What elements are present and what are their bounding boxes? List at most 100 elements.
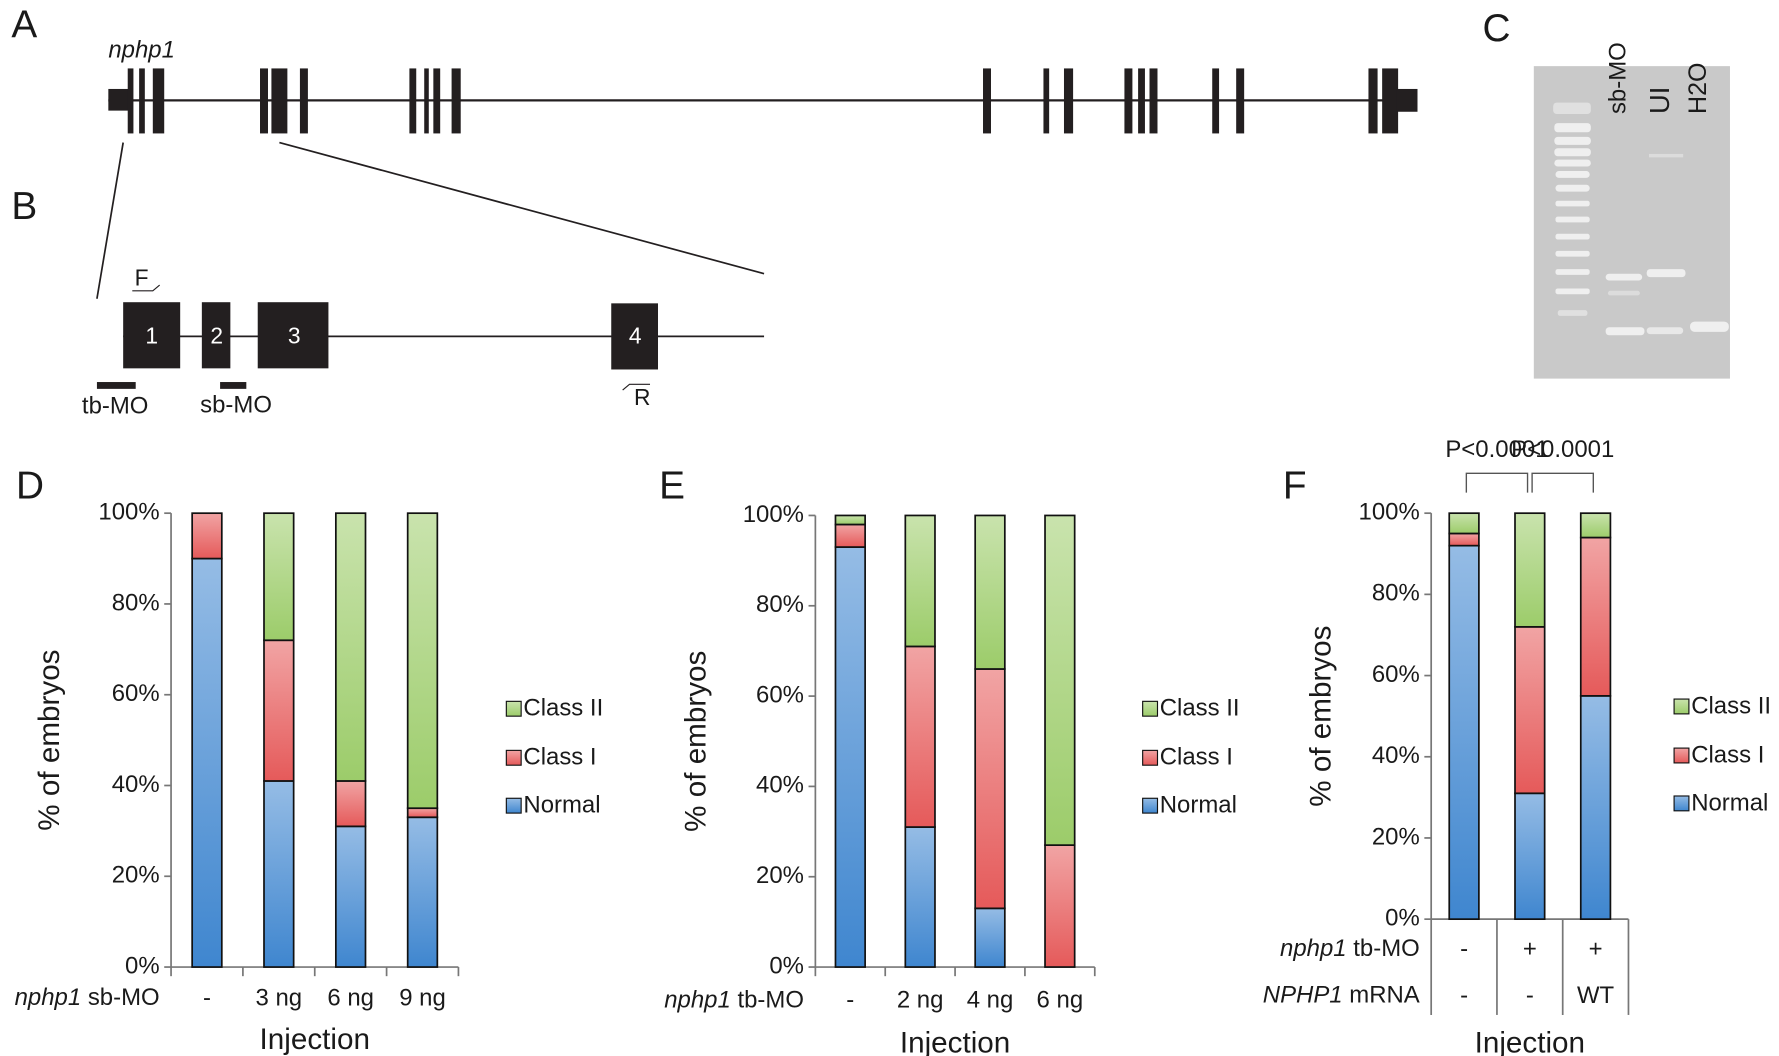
legend-label: Class II bbox=[1160, 695, 1240, 722]
bar-segment bbox=[1449, 546, 1479, 919]
y-tick-label: 0% bbox=[769, 952, 804, 979]
y-axis-label: % of embryos bbox=[1305, 626, 1338, 807]
exon-label: 2 bbox=[210, 323, 223, 349]
y-tick-label: 80% bbox=[1372, 580, 1420, 607]
x-tick-label: + bbox=[1523, 935, 1537, 962]
row-label-text: tb-MO bbox=[731, 987, 804, 1014]
y-tick-label: 0% bbox=[125, 952, 160, 979]
y-tick-label: 100% bbox=[743, 501, 804, 528]
legend-swatch bbox=[1674, 796, 1689, 811]
lane-label: UI bbox=[1644, 87, 1675, 114]
bar-segment bbox=[408, 808, 438, 817]
bar-segment bbox=[905, 646, 935, 827]
bar-segment bbox=[1581, 513, 1611, 537]
exons bbox=[97, 302, 658, 389]
bar-segment bbox=[835, 515, 865, 524]
bar-segment bbox=[835, 547, 865, 967]
mo-label: tb-MO bbox=[82, 392, 149, 419]
bar-segment bbox=[975, 669, 1005, 908]
panel-label: C bbox=[1483, 7, 1511, 50]
y-tick-label: 80% bbox=[112, 589, 160, 616]
legend-swatch bbox=[506, 701, 521, 716]
legend-swatch bbox=[1143, 701, 1158, 716]
zoom-line bbox=[279, 143, 764, 274]
y-axis-label: % of embryos bbox=[33, 650, 66, 831]
x-tick-label: 6 ng bbox=[1037, 987, 1084, 1014]
primer-label: R bbox=[634, 384, 650, 410]
panel-label: A bbox=[11, 4, 37, 47]
bar-segment bbox=[1515, 513, 1545, 627]
bar-segment bbox=[1581, 538, 1611, 696]
x-axis-label: Injection bbox=[900, 1026, 1010, 1056]
panel-label: E bbox=[659, 464, 685, 507]
bar-segment bbox=[336, 781, 366, 826]
bar-segment bbox=[905, 515, 935, 646]
bar-segment bbox=[975, 515, 1005, 669]
y-tick-label: 60% bbox=[756, 681, 804, 708]
legend-label: Class I bbox=[1691, 741, 1764, 768]
zoom-line bbox=[97, 143, 123, 299]
y-tick-label: 80% bbox=[756, 591, 804, 618]
bar-segment bbox=[408, 817, 438, 967]
bar-segment bbox=[1581, 696, 1611, 919]
lane-label: H2O bbox=[1684, 62, 1712, 114]
x-tick-label: - bbox=[1526, 982, 1534, 1009]
significance-label: P<0.0001 bbox=[1511, 436, 1614, 463]
bar-segment bbox=[835, 524, 865, 547]
exon-label: 4 bbox=[629, 323, 642, 349]
bar-segment bbox=[1515, 627, 1545, 793]
legend-label: Class I bbox=[523, 744, 596, 771]
bar-segment bbox=[1045, 845, 1075, 967]
x-tick-label: 4 ng bbox=[967, 987, 1014, 1014]
legend-swatch bbox=[1674, 748, 1689, 763]
x-tick-label: - bbox=[1460, 982, 1468, 1009]
x-tick-label: - bbox=[846, 987, 854, 1014]
y-tick-label: 40% bbox=[756, 772, 804, 799]
figure: A nphp1 B 1 2 3 4 F R tb-MO sb-MO C sb-M… bbox=[0, 0, 1779, 1056]
row-label-text: mRNA bbox=[1343, 982, 1420, 1009]
y-tick-label: 60% bbox=[112, 680, 160, 707]
bar-segment bbox=[192, 559, 222, 967]
legend-label: Normal bbox=[1691, 789, 1768, 816]
bar-segment bbox=[1449, 533, 1479, 545]
bar-segment bbox=[1045, 515, 1075, 845]
significance-bracket bbox=[1466, 473, 1527, 492]
category-row-label: nphp1 tb-MO bbox=[664, 987, 804, 1014]
x-axis-label: Injection bbox=[1475, 1026, 1585, 1056]
legend-label: Class II bbox=[523, 695, 603, 722]
row-label-gene: nphp1 bbox=[664, 987, 731, 1014]
row-label-text: tb-MO bbox=[1347, 935, 1420, 962]
bar-segment bbox=[192, 513, 222, 558]
legend-swatch bbox=[506, 750, 521, 765]
x-tick-label: 3 ng bbox=[256, 984, 303, 1011]
row-label-text: sb-MO bbox=[81, 984, 159, 1011]
y-tick-label: 20% bbox=[1372, 823, 1420, 850]
row-label-gene: nphp1 bbox=[1280, 935, 1347, 962]
x-tick-label: 6 ng bbox=[327, 984, 374, 1011]
bar-segment bbox=[264, 781, 294, 967]
bar-segment bbox=[1449, 513, 1479, 533]
category-row-label: nphp1 tb-MO bbox=[1280, 935, 1420, 962]
bar-segment bbox=[905, 827, 935, 967]
bar-segment bbox=[264, 640, 294, 781]
x-tick-label: WT bbox=[1577, 982, 1615, 1009]
bar-segment bbox=[264, 513, 294, 640]
primer-label: F bbox=[135, 264, 149, 290]
y-tick-label: 0% bbox=[1385, 904, 1420, 931]
legend-label: Normal bbox=[1160, 792, 1237, 819]
x-tick-label: + bbox=[1589, 935, 1603, 962]
y-tick-label: 20% bbox=[112, 862, 160, 889]
legend-label: Class II bbox=[1691, 692, 1771, 719]
legend-swatch bbox=[1143, 750, 1158, 765]
lane-label: sb-MO bbox=[1605, 42, 1632, 114]
category-row-label: nphp1 sb-MO bbox=[15, 984, 160, 1011]
exon-label: 3 bbox=[288, 323, 301, 349]
y-tick-label: 100% bbox=[98, 499, 159, 526]
y-axis-label: % of embryos bbox=[680, 651, 713, 832]
gene-model bbox=[108, 68, 1417, 133]
significance-bracket bbox=[1532, 473, 1593, 492]
y-tick-label: 100% bbox=[1359, 499, 1420, 526]
gene-name: nphp1 bbox=[108, 37, 175, 64]
bar-segment bbox=[408, 513, 438, 808]
x-tick-label: 9 ng bbox=[399, 984, 446, 1011]
